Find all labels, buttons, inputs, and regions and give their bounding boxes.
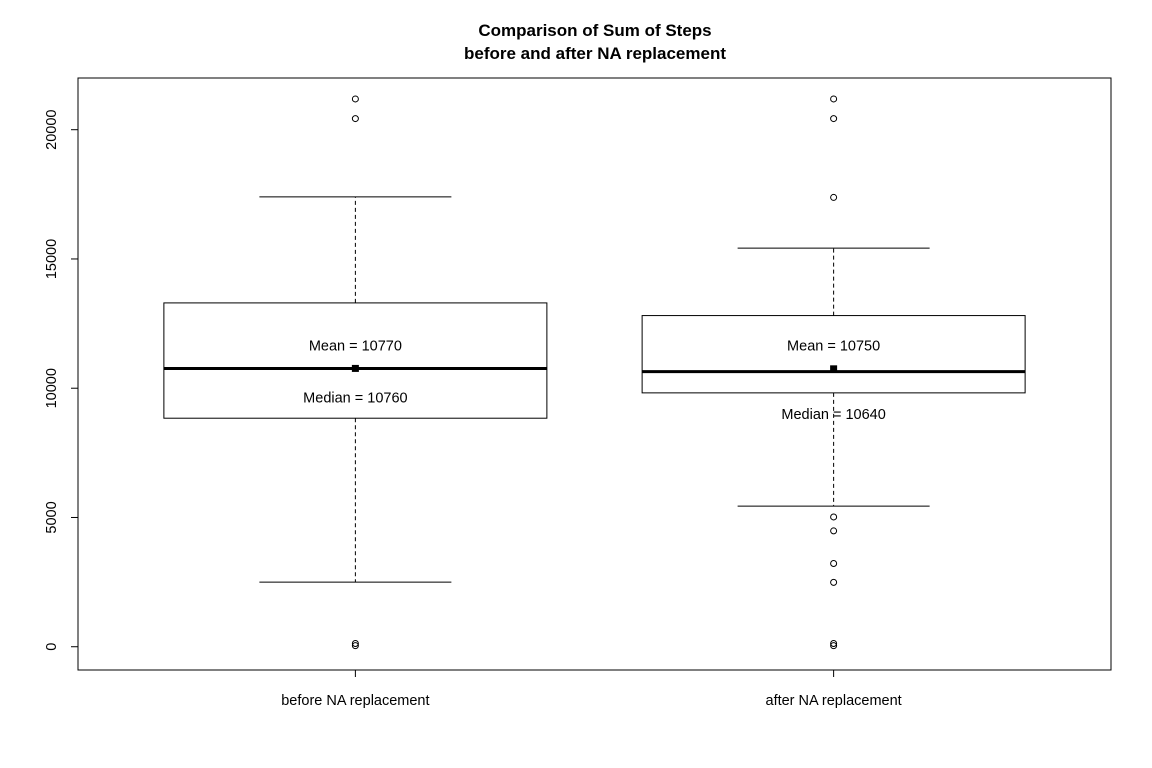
- mean-marker: [830, 365, 838, 373]
- outlier-point: [830, 527, 838, 535]
- median-label: Median = 10760: [303, 391, 407, 407]
- outlier-point: [351, 115, 359, 123]
- mean-label: Mean = 10770: [309, 339, 402, 355]
- y-axis: 0 5000 10000 15000 20000: [44, 110, 79, 651]
- box-group: Mean = 10770 Median = 10760: [163, 95, 548, 650]
- outlier-point: [830, 642, 838, 650]
- outlier-point: [830, 115, 838, 123]
- x-axis: before NA replacement after NA replacemen…: [281, 669, 902, 709]
- y-tick-label: 20000: [44, 110, 60, 150]
- box-group: Mean = 10750 Median = 10640: [641, 95, 1026, 650]
- chart-title-line-1: Comparison of Sum of Steps: [478, 21, 711, 40]
- outlier-point: [351, 639, 359, 647]
- x-category-label: before NA replacement: [281, 693, 429, 709]
- mean-marker: [351, 364, 359, 372]
- chart-title-line-2: before and after NA replacement: [464, 44, 726, 63]
- y-tick-label: 10000: [44, 368, 60, 408]
- outlier-point: [830, 513, 838, 521]
- x-category-label: after NA replacement: [766, 693, 902, 709]
- outlier-point: [830, 193, 838, 201]
- outlier-point: [351, 642, 359, 650]
- box-iqr: [163, 302, 548, 419]
- y-tick-label: 15000: [44, 239, 60, 279]
- outlier-point: [830, 639, 838, 647]
- outlier-point: [351, 95, 359, 103]
- y-tick-label: 0: [44, 643, 60, 651]
- outlier-point: [830, 559, 838, 567]
- median-label: Median = 10640: [781, 407, 885, 423]
- mean-label: Mean = 10750: [787, 339, 880, 355]
- y-tick-label: 5000: [44, 501, 60, 533]
- box-iqr: [641, 315, 1026, 394]
- outlier-point: [830, 578, 838, 586]
- outlier-point: [830, 95, 838, 103]
